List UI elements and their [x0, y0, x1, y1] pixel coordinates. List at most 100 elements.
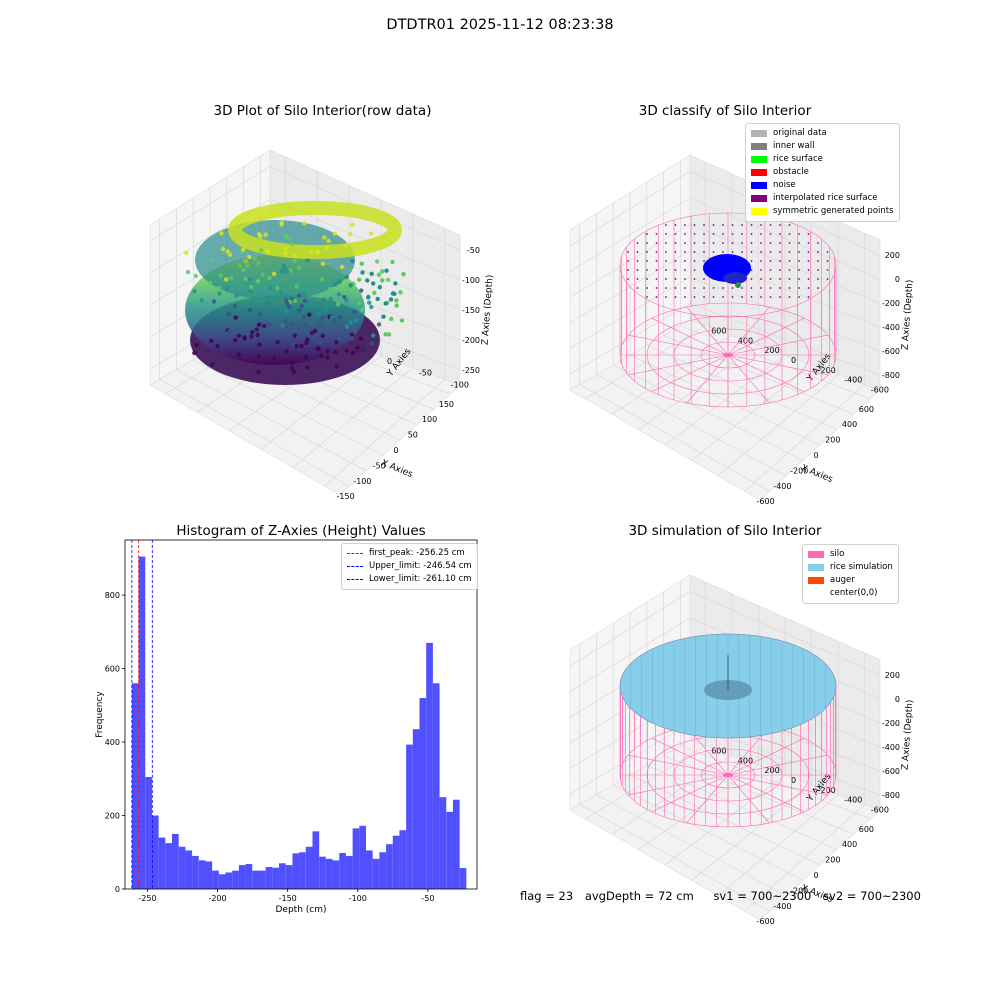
legend-swatch: [751, 143, 767, 150]
legend-swatch: [808, 590, 824, 597]
histogram-bar: [406, 744, 413, 889]
histogram-bar: [131, 683, 139, 889]
data-point: [249, 334, 254, 339]
data-point: [359, 288, 364, 293]
histogram-bar: [386, 844, 393, 889]
data-point: [353, 318, 359, 323]
legend-entry: center(0,0): [808, 587, 893, 600]
data-point: [315, 302, 320, 307]
surface-point: [760, 251, 762, 253]
data-point: [398, 290, 403, 295]
data-point: [337, 279, 342, 284]
y-tick-label: 200: [764, 346, 779, 355]
surface-point: [741, 287, 743, 289]
data-point: [393, 281, 398, 286]
surface-point: [750, 296, 753, 298]
surface-point: [779, 260, 781, 262]
data-point: [305, 258, 310, 263]
data-point: [318, 320, 323, 326]
legend-entry: Upper_limit: -246.54 cm: [347, 560, 472, 573]
surface-point: [750, 269, 753, 271]
plot4-3d-simulation: -600-400-2000200400600-600-400-200020040…: [569, 574, 915, 926]
surface-point: [798, 278, 800, 280]
surface-point: [665, 224, 667, 226]
noise-cluster: [703, 254, 751, 288]
data-point: [267, 322, 272, 327]
surface-point: [769, 296, 772, 298]
legend-label: silo: [830, 549, 845, 559]
surface-point: [760, 296, 762, 298]
histogram-bar: [252, 870, 259, 889]
x-tick-label: -600: [757, 917, 775, 926]
x-tick-label: -50: [421, 894, 434, 903]
surface-point: [788, 296, 791, 298]
histogram-bar: [352, 828, 360, 889]
data-point: [247, 254, 252, 260]
surface-point: [741, 233, 743, 235]
data-point: [299, 303, 305, 309]
data-point: [256, 278, 261, 284]
surface-point: [760, 278, 762, 280]
data-point: [283, 324, 289, 329]
surface-point: [674, 233, 677, 235]
data-point: [256, 354, 261, 359]
data-point: [322, 235, 327, 240]
legend-entry: Lower_limit: -261.10 cm: [347, 573, 472, 586]
histogram-bar: [452, 799, 460, 889]
surface-point: [627, 260, 629, 262]
surface-point: [760, 224, 762, 226]
data-point: [241, 267, 246, 273]
data-point: [297, 293, 302, 298]
legend-swatch: [347, 579, 363, 580]
y-tick-label: 0: [387, 357, 392, 366]
x-tick-label: -150: [279, 894, 297, 903]
y-tick-label: -600: [871, 385, 889, 394]
histogram-bar: [432, 683, 440, 889]
data-point: [365, 278, 370, 283]
histogram-bar: [185, 850, 193, 889]
sv1-value: sv1 = 700~2300: [713, 889, 812, 903]
surface-point: [769, 260, 772, 262]
surface-point: [741, 296, 743, 298]
histogram-bar: [212, 870, 219, 889]
legend-label: inner wall: [773, 141, 815, 151]
surface-point: [712, 224, 715, 226]
legend-label: center(0,0): [830, 588, 878, 598]
surface-point: [779, 278, 781, 280]
data-point: [342, 294, 347, 300]
histogram-bar: [412, 729, 420, 889]
legend-entry: interpolated rice surface: [751, 192, 894, 205]
data-point: [305, 337, 310, 342]
legend-entry: obstacle: [751, 166, 894, 179]
point-cloud: [184, 201, 406, 385]
data-point: [380, 269, 385, 274]
data-point: [210, 362, 215, 367]
histogram-bar: [366, 850, 373, 889]
data-point: [325, 355, 330, 360]
data-point: [375, 296, 380, 302]
surface-point: [684, 260, 686, 262]
x-tick-label: -250: [138, 894, 156, 903]
histogram-bar: [292, 853, 300, 889]
surface-point: [684, 251, 686, 253]
legend-swatch: [808, 564, 824, 571]
data-point: [372, 290, 377, 295]
x-tick-label: -200: [208, 894, 226, 903]
data-point: [256, 260, 261, 266]
histogram-bar: [446, 811, 453, 889]
data-point: [376, 322, 382, 327]
data-point: [249, 285, 254, 290]
y-tick-label: 200: [105, 812, 120, 821]
surface-point: [788, 269, 791, 271]
surface-point: [769, 242, 772, 244]
surface-point: [750, 278, 753, 280]
y-tick-label: 400: [738, 336, 753, 345]
surface-point: [798, 260, 800, 262]
histogram-bar: [305, 846, 313, 889]
surface-point: [779, 233, 781, 235]
data-point: [192, 289, 197, 294]
data-point: [344, 324, 350, 329]
histogram-bar: [325, 858, 333, 889]
data-point: [267, 275, 272, 281]
